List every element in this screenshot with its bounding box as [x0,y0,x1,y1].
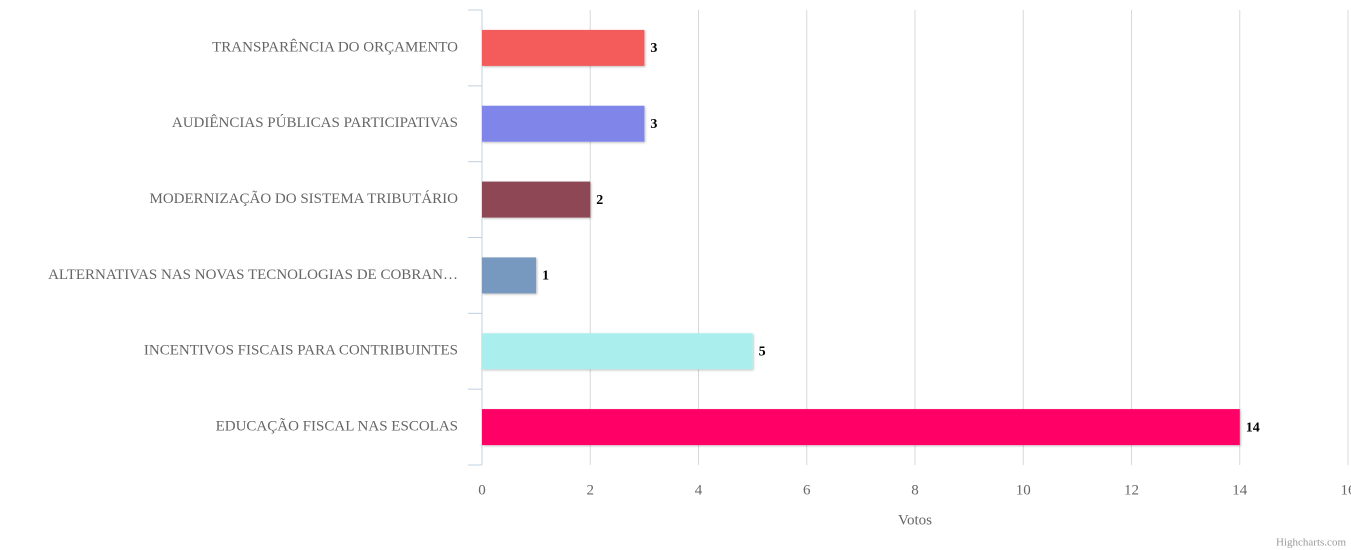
x-tick-label: 8 [911,482,919,498]
y-tick-label: MODERNIZAÇÃO DO SISTEMA TRIBUTÁRIO [150,190,459,207]
x-tick-label: 4 [695,482,703,498]
data-label: 5 [759,344,766,359]
x-tick-label: 0 [478,482,486,498]
y-tick-label: AUDIÊNCIAS PÚBLICAS PARTICIPATIVAS [172,114,458,131]
data-label: 3 [650,117,657,132]
x-tick-label: 2 [587,482,595,498]
x-axis-title: Votos [898,512,932,528]
bar [482,105,645,142]
credits: Highcharts.com [1276,537,1346,549]
bar [482,333,753,370]
y-tick-label: EDUCAÇÃO FISCAL NAS ESCOLAS [216,419,458,435]
x-tick-label: 10 [1016,482,1031,498]
x-tick-label: 16 [1341,482,1351,498]
data-label: 1 [542,269,549,284]
y-tick-label: INCENTIVOS FISCAIS PARA CONTRIBUINTES [144,343,458,359]
data-label: 2 [596,193,603,208]
x-tick-label: 12 [1124,482,1139,498]
bar [482,257,537,294]
data-label: 14 [1246,420,1260,435]
bar [482,409,1240,446]
y-tick-label: TRANSPARÊNCIA DO ORÇAMENTO [212,38,458,55]
x-tick-label: 6 [803,482,811,498]
bar [482,29,645,66]
bar [482,181,591,218]
x-tick-label: 14 [1232,482,1248,498]
y-tick-label: ALTERNATIVAS NAS NOVAS TECNOLOGIAS DE CO… [48,267,458,283]
data-label: 3 [650,41,657,56]
